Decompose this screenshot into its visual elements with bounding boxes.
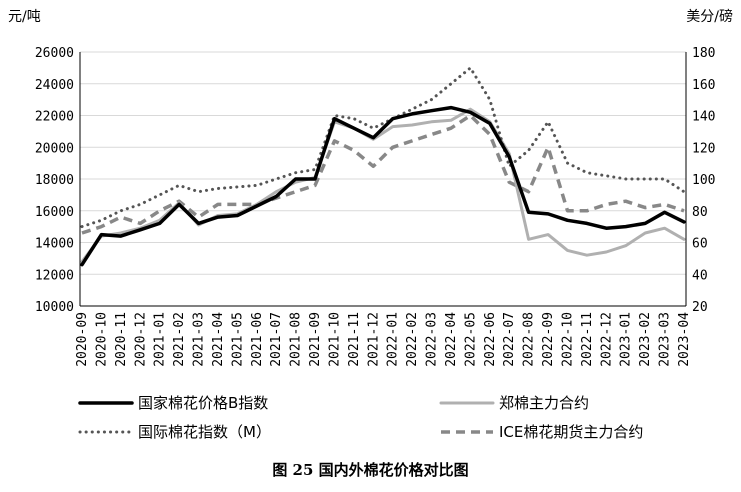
left-axis-unit: 元/吨: [8, 9, 41, 25]
cotton-price-chart: 10000 12000 14000 16000 18000 20000 22000 24000…: [8, 8, 733, 441]
x-tick-label: 2022-04: [444, 312, 459, 367]
y-right-tick-label: 140: [692, 110, 715, 125]
x-tick-label: 2021-02: [172, 312, 187, 367]
x-tick-label: 2021-07: [269, 312, 284, 367]
x-tick-label: 2022-05: [463, 312, 478, 367]
x-tick-label: 2021-11: [347, 312, 362, 367]
series-line: [80, 66, 686, 229]
y-right-tick-label: 160: [692, 78, 715, 93]
x-tick-label: 2021-05: [230, 312, 245, 367]
y-left-tick-label: 14000: [35, 237, 74, 252]
gridlines: [80, 51, 686, 307]
x-tick-label: 2021-09: [308, 312, 323, 367]
series-line: [80, 105, 686, 267]
x-tick-label: 2020-10: [94, 312, 109, 367]
x-tick-label: 2020-12: [133, 312, 148, 367]
x-tick-label: 2022-01: [386, 312, 401, 367]
x-tick-label: 2023-02: [638, 312, 653, 367]
right-axis-unit: 美分/磅: [686, 8, 733, 25]
x-tick-label: 2021-03: [192, 312, 207, 367]
tick-labels: 10000 12000 14000 16000 18000 20000 22000 24000…: [35, 46, 716, 367]
figure-caption: 图 25 国内外棉花价格对比图: [272, 461, 469, 479]
series-line: [80, 107, 686, 264]
y-right-tick-label: 40: [692, 268, 708, 283]
y-right-tick-label: 20: [692, 300, 708, 315]
y-left-tick-label: 12000: [35, 268, 74, 283]
x-tick-label: 2022-11: [580, 312, 595, 367]
x-tick-label: 2022-12: [599, 312, 614, 367]
x-tick-label: 2022-08: [522, 312, 537, 367]
x-tick-label: 2022-06: [483, 312, 498, 367]
x-tick-label: 2022-07: [502, 312, 517, 367]
axes: [79, 52, 687, 307]
y-right-tick-label: 60: [692, 237, 708, 252]
series-layer: [80, 66, 686, 267]
x-tick-label: 2020-09: [75, 312, 90, 367]
legend-label: 郑棉主力合约: [499, 394, 589, 412]
x-tick-label: 2023-03: [658, 312, 673, 367]
x-tick-label: 2021-08: [289, 312, 304, 367]
y-left-tick-label: 18000: [35, 173, 74, 188]
y-right-tick-label: 120: [692, 141, 715, 156]
y-left-tick-label: 20000: [35, 141, 74, 156]
y-left-tick-label: 16000: [35, 205, 74, 220]
y-left-tick-label: 10000: [35, 300, 74, 315]
x-tick-label: 2020-11: [114, 312, 129, 367]
x-tick-label: 2021-10: [327, 312, 342, 367]
y-left-tick-label: 24000: [35, 78, 74, 93]
y-right-tick-label: 100: [692, 173, 715, 188]
y-right-tick-label: 80: [692, 205, 708, 220]
series-line: [81, 113, 685, 235]
x-tick-label: 2022-03: [425, 312, 440, 367]
x-tick-label: 2021-12: [366, 312, 381, 367]
y-left-tick-label: 26000: [35, 46, 74, 61]
legend-label: 国际棉花指数（M）: [138, 423, 271, 441]
x-tick-label: 2022-09: [541, 312, 556, 367]
x-tick-label: 2021-01: [153, 312, 168, 367]
x-tick-label: 2021-04: [211, 312, 226, 367]
legend-label: ICE棉花期货主力合约: [499, 423, 643, 441]
y-right-tick-label: 180: [692, 46, 715, 61]
x-tick-label: 2021-06: [250, 312, 265, 367]
x-tick-label: 2022-02: [405, 312, 420, 367]
x-tick-label: 2023-04: [677, 312, 692, 367]
x-tick-label: 2022-10: [560, 312, 575, 367]
y-left-tick-label: 22000: [35, 110, 74, 125]
legend-label: 国家棉花价格B指数: [138, 394, 268, 412]
x-tick-label: 2023-01: [619, 312, 634, 367]
